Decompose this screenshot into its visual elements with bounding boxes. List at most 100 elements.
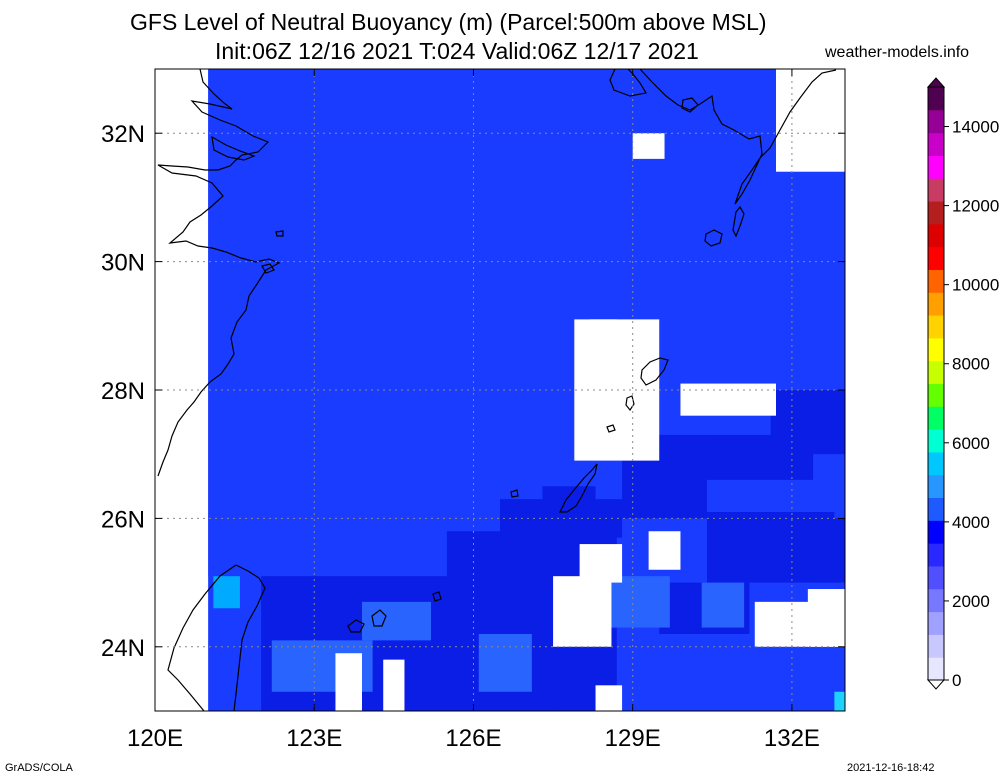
ishigaki-island [347, 619, 365, 633]
field-blank-8 [155, 576, 209, 711]
colorbar-seg-4 [928, 565, 944, 590]
yangtze-estuary [211, 135, 256, 161]
colorbar-label-10000: 10000 [952, 276, 999, 295]
field-cell-31 [834, 691, 845, 711]
colorbar-seg-10 [928, 429, 944, 453]
zhoushan-islands [261, 230, 284, 274]
field-cell-11 [462, 293, 490, 313]
lat-label-28: 28N [101, 378, 145, 405]
colorbar-seg-18 [928, 246, 944, 270]
field-blank-7 [807, 589, 845, 647]
field-blank-4 [648, 531, 681, 570]
field-cell-2 [298, 107, 373, 147]
render-timestamp: 2021-12-16-18:42 [847, 762, 935, 774]
colorbar: 0 2000 4000 6000 8000 10000 12000 14000 [926, 77, 999, 690]
lat-label-24: 24N [101, 635, 145, 662]
field-cell-4 [404, 113, 447, 198]
lon-label-123: 123E [286, 725, 342, 752]
field-cell-21 [770, 390, 845, 455]
graticule [155, 69, 845, 711]
field-blank-13 [632, 133, 665, 159]
software-credit: GrADS/COLA [5, 762, 73, 774]
colorbar-seg-11 [928, 406, 944, 430]
field-cell-9 [722, 210, 792, 262]
colorbar-segments [926, 77, 946, 690]
field-cell-30 [213, 576, 240, 609]
colorbar-seg-17 [928, 269, 944, 293]
jeju-island [681, 97, 699, 113]
colorbar-seg-3 [928, 588, 944, 613]
taiwan-coast [167, 564, 266, 711]
field-blank-11 [776, 69, 845, 172]
field-blank-5 [595, 685, 623, 711]
field-cell-27 [478, 633, 532, 692]
colorbar-seg-25 [928, 87, 944, 111]
colorbar-seg-24 [928, 109, 944, 134]
longitude-labels: 120E 123E 126E 129E 132E [127, 725, 820, 752]
colorbar-top-arrow [926, 77, 946, 88]
field-cell-23 [707, 511, 835, 583]
kerama-island [510, 489, 519, 498]
colorbar-seg-1 [928, 634, 944, 658]
colorbar-label-6000: 6000 [952, 434, 990, 453]
colorbar-seg-0 [928, 657, 944, 681]
lat-label-32: 32N [101, 121, 145, 148]
field-cell-10 [436, 242, 463, 262]
tanegashima-island [732, 205, 745, 238]
field-cell-26 [362, 601, 431, 641]
field-blank-3 [579, 544, 623, 583]
buoyancy-field [155, 69, 845, 711]
colorbar-label-8000: 8000 [952, 355, 990, 374]
colorbar-seg-5 [928, 543, 944, 567]
chart-subtitle: Init:06Z 12/16 2021 T:024 Valid:06Z 12/1… [215, 38, 699, 64]
colorbar-seg-8 [928, 474, 944, 499]
field-cell-8 [611, 248, 697, 326]
field-blank-1 [383, 659, 405, 711]
field-blank-12 [590, 319, 617, 352]
colorbar-label-2000: 2000 [952, 592, 990, 611]
field-blank-0 [335, 653, 362, 711]
colorbar-bottom-arrow [926, 679, 946, 690]
yakushima-island [704, 229, 723, 247]
colorbar-label-12000: 12000 [952, 197, 999, 216]
colorbar-seg-22 [928, 155, 944, 179]
colorbar-ticks: 0 2000 4000 6000 8000 10000 12000 14000 [944, 118, 999, 690]
colorbar-seg-15 [928, 315, 944, 339]
field-cell-24 [818, 518, 845, 583]
lon-label-132: 132E [764, 725, 820, 752]
china-coast [157, 69, 281, 477]
coastlines [157, 69, 837, 711]
lon-label-120: 120E [127, 725, 183, 752]
colorbar-seg-19 [928, 223, 944, 248]
miyako-island [432, 591, 442, 602]
lat-label-26: 26N [101, 506, 145, 533]
chart-title: GFS Level of Neutral Buoyancy (m) (Parce… [130, 9, 767, 35]
tokunoshima-island [625, 395, 635, 412]
colorbar-seg-21 [928, 178, 944, 202]
okinoerabu-island [606, 424, 616, 433]
colorbar-seg-9 [928, 451, 944, 476]
korea-coast [609, 69, 647, 97]
colorbar-seg-23 [928, 132, 944, 156]
colorbar-label-0: 0 [952, 671, 961, 690]
colorbar-seg-12 [928, 383, 944, 407]
field-cell-29 [701, 582, 745, 628]
field-cell-18 [542, 486, 596, 519]
lon-label-129: 129E [605, 725, 661, 752]
colorbar-seg-2 [928, 611, 944, 635]
colorbar-seg-13 [928, 360, 944, 384]
colorbar-label-14000: 14000 [952, 118, 999, 137]
lon-label-126: 126E [445, 725, 501, 752]
colorbar-seg-14 [928, 337, 944, 362]
site-credit[interactable]: weather-models.info [825, 44, 970, 61]
colorbar-seg-16 [928, 292, 944, 316]
colorbar-seg-7 [928, 497, 944, 521]
colorbar-seg-6 [928, 520, 944, 544]
field-blank-10 [680, 383, 776, 416]
lat-label-30: 30N [101, 250, 145, 277]
latitude-labels: 24N 26N 28N 30N 32N [101, 121, 145, 662]
colorbar-seg-20 [928, 201, 944, 225]
okinawa-island [559, 463, 598, 513]
iriomote-island [371, 609, 387, 627]
